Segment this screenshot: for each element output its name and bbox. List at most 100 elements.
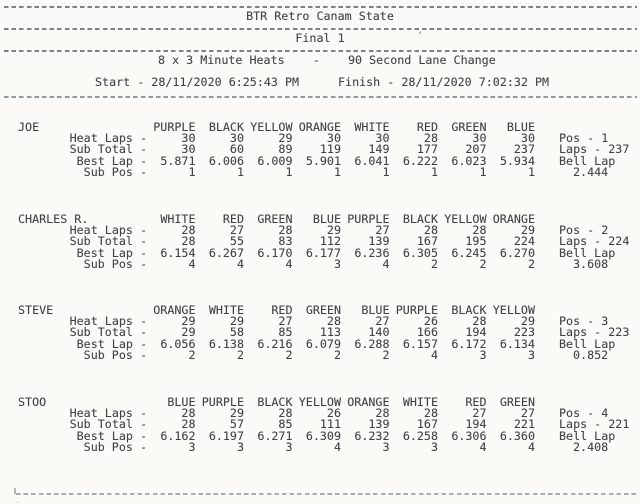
lap-value: 167 <box>416 417 438 432</box>
lap-value: 28 <box>181 234 196 249</box>
lap-value: 6.306 <box>451 428 487 443</box>
lane-header-row: ORANGE WHITE RED GREEN BLUE PURPLE BLACK YELLOW <box>0 303 640 317</box>
row-sub-total: Sub Total - 28 57 85 111 139 167 194 221 Laps - 2… <box>0 417 640 432</box>
row-label: Sub Total - <box>69 325 147 340</box>
lap-value: 6.305 <box>402 245 438 260</box>
lane-header: YELLOW <box>492 303 535 317</box>
lap-value: 85 <box>278 417 293 432</box>
lap-value: 28 <box>472 314 487 329</box>
lap-value: 223 <box>513 325 535 340</box>
lap-value: 6.236 <box>354 245 390 260</box>
lap-value: 27 <box>229 223 244 238</box>
driver-name: CHARLES R. <box>18 212 89 226</box>
lap-value: 89 <box>278 142 293 157</box>
lap-value: 3 <box>333 256 341 271</box>
lap-value: 28 <box>278 406 293 421</box>
race-round-title: Final 1 <box>295 31 345 45</box>
lane-header: BLACK <box>402 212 438 226</box>
lap-value: 2 <box>527 256 535 271</box>
lap-value: 4 <box>382 256 390 271</box>
lane-header: GREEN <box>257 212 293 226</box>
race-position: Pos - 4 <box>559 406 609 421</box>
lap-value: 4 <box>333 439 341 454</box>
row-label: Sub Total - <box>69 417 147 432</box>
lap-value: 6.232 <box>354 428 390 443</box>
lane-header: ORANGE <box>347 395 390 409</box>
lap-value: 167 <box>416 234 438 249</box>
driver-block: JOE PURPLE BLACK YELLOW ORANGE WHITE RED GREEN B… <box>0 120 640 179</box>
lap-value: 29 <box>229 406 244 421</box>
total-laps: Laps - 224 <box>559 234 630 249</box>
lap-value: 6.177 <box>305 245 341 260</box>
lap-value: 5.934 <box>499 153 535 168</box>
row-label: Heat Laps - <box>69 223 147 238</box>
driver-block: STEVE ORANGE WHITE RED GREEN BLUE PURPLE BLACK Y… <box>0 303 640 362</box>
lane-header: BLACK <box>208 120 244 134</box>
lap-value: 113 <box>319 325 341 340</box>
lap-value: 112 <box>319 234 341 249</box>
lap-value: 28 <box>181 223 196 238</box>
row-label: Heat Laps - <box>69 314 147 329</box>
lap-value: 6.222 <box>402 153 438 168</box>
lap-value: 28 <box>423 406 438 421</box>
lap-value: 6.009 <box>257 153 293 168</box>
separator-line <box>4 28 637 30</box>
lap-value: 1 <box>479 164 487 179</box>
row-label: Sub Pos - <box>83 164 147 179</box>
row-label: Heat Laps - <box>69 131 147 146</box>
lane-header-row: WHITE RED GREEN BLUE PURPLE BLACK YELLOW ORANGE <box>0 212 640 226</box>
lane-header: BLUE <box>506 120 535 134</box>
lap-value: 5.901 <box>305 153 341 168</box>
row-label: Sub Total - <box>69 234 147 249</box>
lane-header: WHITE <box>354 120 390 134</box>
lap-value: 2 <box>430 256 438 271</box>
lane-header: GREEN <box>499 395 535 409</box>
driver-name: STEVE <box>18 303 54 317</box>
bell-lap-time: 0.852 <box>573 347 609 362</box>
lap-value: 4 <box>479 439 487 454</box>
row-best-lap: Best Lap - 5.871 6.006 6.009 5.901 6.041 6.222… <box>0 153 640 168</box>
lane-header: BLACK <box>257 395 293 409</box>
lap-value: 85 <box>278 325 293 340</box>
lap-value: 5.871 <box>160 153 196 168</box>
lap-value: 6.288 <box>354 336 390 351</box>
row-label: Heat Laps - <box>69 406 147 421</box>
lap-value: 139 <box>368 234 390 249</box>
row-sub-total: Sub Total - 30 60 89 119 149 177 207 237 Laps - 2… <box>0 142 640 157</box>
lane-header: YELLOW <box>250 120 293 134</box>
row-label: Best Lap - <box>76 336 147 351</box>
lap-value: 27 <box>472 406 487 421</box>
lap-value: 29 <box>326 223 341 238</box>
row-heat-laps: Heat Laps - 28 29 28 26 28 28 27 27 Pos - 4 <box>0 406 640 421</box>
lap-value: 28 <box>181 417 196 432</box>
lap-value: 2 <box>285 347 293 362</box>
lap-value: 6.271 <box>257 428 293 443</box>
lap-value: 26 <box>423 314 438 329</box>
lap-value: 2 <box>188 347 196 362</box>
lane-header: GREEN <box>451 120 487 134</box>
lane-header-row: BLUE PURPLE BLACK YELLOW ORANGE WHITE RED GREEN <box>0 395 640 409</box>
lap-value: 30 <box>472 131 487 146</box>
lap-value: 140 <box>368 325 390 340</box>
lane-header: YELLOW <box>444 212 487 226</box>
lap-value: 6.157 <box>402 336 438 351</box>
lap-value: 6.134 <box>499 336 535 351</box>
lap-value: 27 <box>375 223 390 238</box>
lane-header: PURPLE <box>153 120 196 134</box>
lap-value: 29 <box>520 314 535 329</box>
lane-header: BLUE <box>361 303 390 317</box>
lap-value: 6.216 <box>257 336 293 351</box>
row-label: Sub Pos - <box>83 347 147 362</box>
lap-value: 1 <box>382 164 390 179</box>
row-label: Sub Pos - <box>83 256 147 271</box>
lap-value: 30 <box>375 131 390 146</box>
lane-header: WHITE <box>160 212 196 226</box>
lap-value: 6.197 <box>208 428 244 443</box>
lap-value: 30 <box>520 131 535 146</box>
total-laps: Laps - 223 <box>559 325 630 340</box>
scan-speck <box>14 488 16 494</box>
lap-value: 28 <box>472 223 487 238</box>
lap-value: 29 <box>278 131 293 146</box>
lap-value: 27 <box>278 314 293 329</box>
bell-lap-label: Bell Lap <box>559 336 616 351</box>
